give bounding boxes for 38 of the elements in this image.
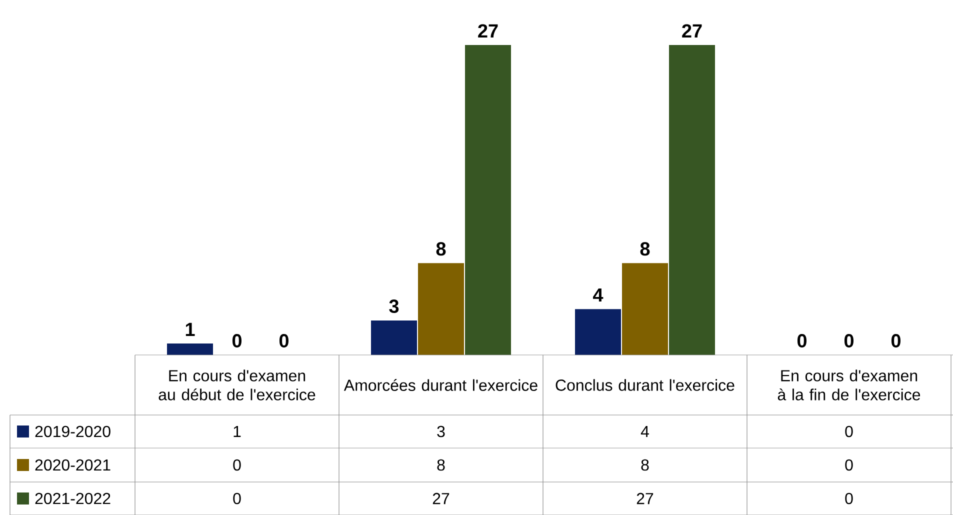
bar bbox=[418, 263, 464, 355]
data-label: 4 bbox=[640, 426, 649, 438]
data-label: 0 bbox=[845, 426, 853, 438]
data-label: 0 bbox=[233, 459, 241, 471]
data-label: 27 bbox=[636, 492, 654, 504]
data-label: 3 bbox=[437, 426, 445, 438]
legend-label: 2019-2020 bbox=[35, 426, 110, 438]
legend-label: 2020-2021 bbox=[35, 459, 110, 471]
data-label: 8 bbox=[437, 459, 445, 471]
text: 0 bbox=[232, 334, 242, 348]
text: 1 bbox=[186, 322, 195, 336]
text: 4 bbox=[593, 288, 604, 302]
bar bbox=[575, 309, 622, 355]
text: 8 bbox=[640, 242, 650, 256]
x-tick-label: Conclus durant l'exercice bbox=[556, 379, 734, 391]
data-label: 27 bbox=[432, 492, 450, 504]
bar bbox=[371, 320, 418, 355]
x-tick-label: En cours d'examen au début de l'exercice bbox=[158, 370, 316, 400]
bar bbox=[622, 263, 668, 355]
text: 3 bbox=[389, 300, 399, 314]
text: 0 bbox=[844, 334, 854, 348]
data-label: 0 bbox=[233, 492, 241, 504]
bar bbox=[465, 45, 512, 355]
text: 27 bbox=[682, 24, 702, 38]
text: 0 bbox=[279, 334, 289, 348]
x-tick-label: Amorcées durant l'exercice bbox=[344, 379, 538, 391]
legend-label: 2021-2022 bbox=[35, 492, 110, 504]
bar bbox=[167, 344, 214, 355]
text: 27 bbox=[478, 24, 498, 38]
data-label: 1 bbox=[234, 426, 241, 438]
bar bbox=[669, 45, 716, 355]
text: 0 bbox=[797, 334, 807, 348]
data-label: 0 bbox=[845, 492, 853, 504]
data-label: 8 bbox=[641, 459, 649, 471]
x-tick-label: En cours d'examen à la fin de l'exercice bbox=[778, 370, 920, 400]
text: 8 bbox=[436, 242, 446, 256]
text: 0 bbox=[891, 334, 901, 348]
data-label: 0 bbox=[845, 459, 853, 471]
